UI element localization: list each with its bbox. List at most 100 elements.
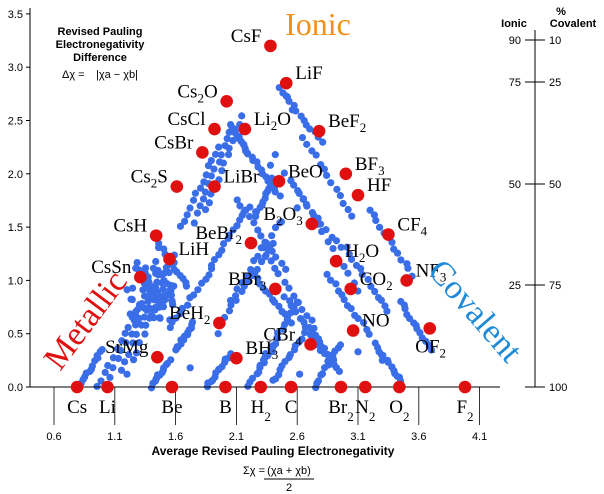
covalent-percent-tick: 50 bbox=[549, 179, 561, 191]
compound-label: CsH bbox=[113, 216, 147, 237]
compound-point bbox=[318, 227, 326, 236]
y-tick-label: 3.5 bbox=[8, 9, 23, 21]
compound-point bbox=[271, 264, 279, 272]
compound-point bbox=[144, 285, 153, 293]
y-tick-label: 1.5 bbox=[8, 222, 23, 234]
compound-point bbox=[150, 314, 158, 322]
compound-point bbox=[336, 192, 344, 200]
labeled-point bbox=[382, 228, 395, 241]
compound-point bbox=[294, 187, 302, 195]
compound-label: CsF bbox=[231, 26, 262, 47]
compound-point bbox=[226, 296, 235, 305]
compound-point bbox=[245, 213, 254, 221]
compound-point bbox=[106, 373, 114, 382]
annotation-line-2: Electronegativity bbox=[56, 39, 146, 51]
compound-point bbox=[357, 265, 365, 273]
compound-point bbox=[217, 151, 225, 159]
y-tick-label: 0.5 bbox=[8, 329, 23, 341]
compound-point bbox=[274, 270, 282, 278]
compound-point bbox=[377, 296, 385, 304]
labeled-point bbox=[393, 380, 406, 394]
compound-point bbox=[280, 293, 288, 301]
element-label: B bbox=[219, 397, 232, 418]
element-label: O2 bbox=[389, 397, 409, 424]
compound-point bbox=[186, 204, 194, 212]
compound-point bbox=[310, 211, 318, 220]
compound-point bbox=[149, 264, 158, 272]
compound-point bbox=[132, 330, 140, 338]
y-tick-label: 0.0 bbox=[8, 382, 23, 394]
element-label: Br2 bbox=[328, 397, 354, 424]
compound-point bbox=[278, 259, 286, 267]
compound-point bbox=[266, 161, 275, 169]
ionic-percent-tick: 75 bbox=[509, 77, 521, 89]
compound-point bbox=[210, 165, 218, 173]
compound-point bbox=[182, 282, 191, 290]
compound-label: NO bbox=[362, 311, 389, 332]
compound-label: H2O bbox=[345, 241, 379, 265]
compound-point bbox=[166, 316, 174, 324]
covalent-header: Covalent bbox=[550, 18, 597, 30]
labeled-point bbox=[220, 95, 233, 108]
compound-label: LiBr bbox=[224, 167, 261, 188]
compound-point bbox=[196, 202, 204, 210]
compound-point bbox=[301, 323, 310, 331]
ionic-header: Ionic bbox=[501, 18, 527, 30]
labeled-point bbox=[279, 76, 293, 90]
compound-point bbox=[383, 307, 391, 315]
compound-point bbox=[142, 321, 150, 329]
labeled-point bbox=[284, 380, 298, 394]
compound-label: BeO bbox=[288, 161, 323, 182]
compound-point bbox=[225, 307, 234, 315]
compound-point bbox=[193, 209, 202, 217]
compound-point bbox=[271, 223, 280, 232]
compound-label: BeH2 bbox=[169, 303, 210, 327]
element-label: H2 bbox=[251, 397, 271, 424]
compound-point bbox=[124, 323, 132, 332]
compound-point bbox=[288, 106, 296, 114]
compound-point bbox=[127, 295, 135, 303]
element-label: Be bbox=[161, 397, 182, 418]
element-label: Cs bbox=[67, 397, 87, 418]
compound-point bbox=[229, 137, 237, 145]
compound-point bbox=[246, 203, 254, 211]
compound-point bbox=[114, 354, 122, 363]
compound-point bbox=[224, 150, 233, 159]
compound-point bbox=[152, 257, 160, 266]
compound-point bbox=[190, 291, 198, 299]
right-axis-headers: % Ionic Covalent bbox=[501, 6, 596, 30]
compound-point bbox=[139, 286, 147, 294]
labeled-point bbox=[423, 322, 437, 335]
delta-chi-annotation: Revised Pauling Electronegativity Differ… bbox=[56, 26, 146, 64]
compound-point bbox=[128, 284, 137, 292]
compound-point bbox=[207, 156, 215, 165]
labeled-point bbox=[196, 146, 209, 159]
compound-point bbox=[196, 184, 205, 192]
y-tick-label: 3.0 bbox=[8, 62, 23, 74]
labeled-point bbox=[219, 380, 232, 394]
formula-lhs: Δχ = bbox=[62, 69, 85, 81]
compound-point bbox=[243, 272, 251, 281]
y-tick-label: 2.0 bbox=[8, 169, 23, 181]
compound-point bbox=[93, 382, 101, 391]
labeled-point bbox=[230, 351, 243, 365]
ionic-percent-tick: 90 bbox=[509, 35, 521, 47]
compound-point bbox=[214, 330, 222, 338]
compound-point bbox=[162, 263, 170, 272]
labeled-point bbox=[170, 180, 184, 193]
compound-point bbox=[371, 287, 379, 296]
compound-point bbox=[397, 256, 405, 264]
compound-point bbox=[299, 195, 308, 203]
compound-point bbox=[219, 240, 228, 248]
compound-point bbox=[281, 278, 289, 286]
compound-point bbox=[291, 308, 300, 316]
compound-point bbox=[156, 314, 164, 322]
compound-point bbox=[219, 159, 227, 167]
labeled-point bbox=[163, 252, 176, 266]
compound-point bbox=[404, 264, 412, 272]
compound-point bbox=[326, 276, 335, 284]
red-compound-points bbox=[70, 39, 472, 394]
labeled-point bbox=[254, 380, 268, 394]
compound-point bbox=[121, 329, 129, 337]
compound-point bbox=[188, 318, 197, 326]
